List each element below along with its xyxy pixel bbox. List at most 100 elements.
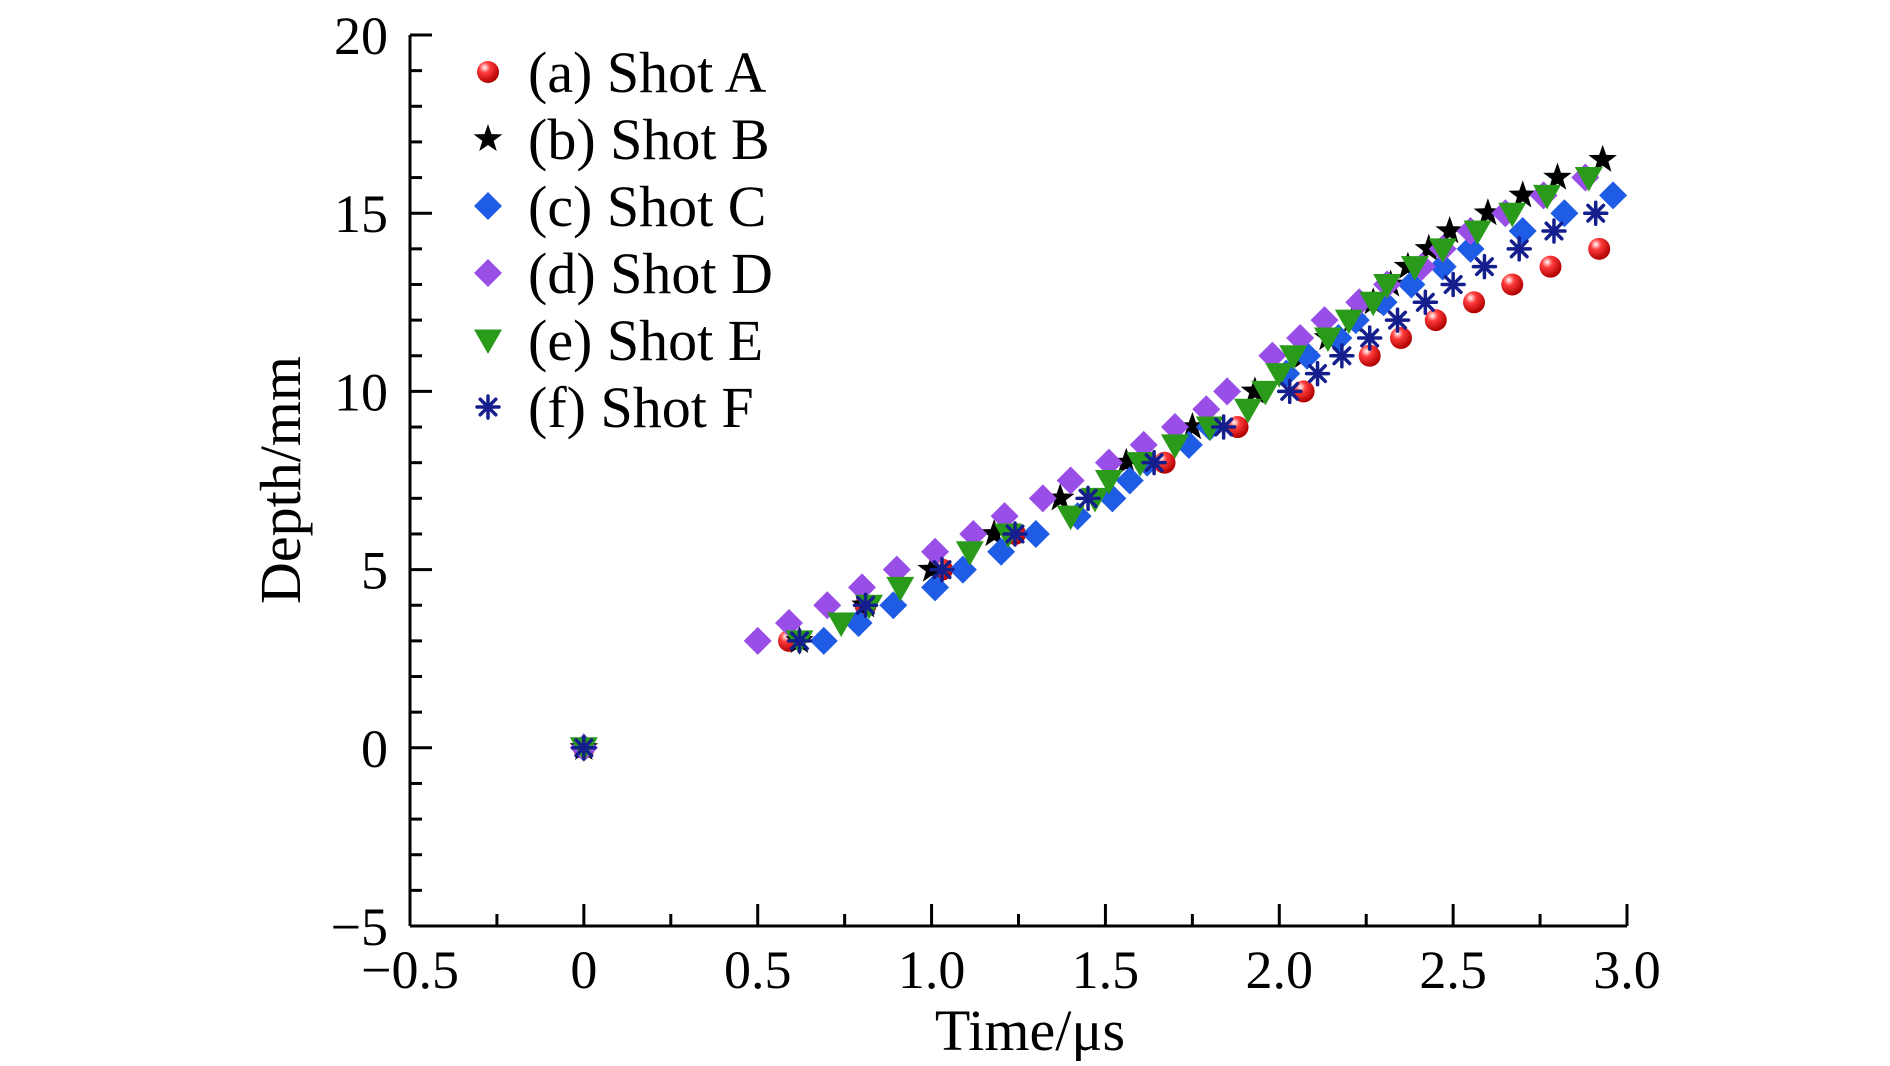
- legend-marker: [474, 259, 502, 287]
- data-point: [1292, 380, 1315, 403]
- data-point: [1533, 184, 1562, 210]
- data-point: [1112, 447, 1141, 475]
- data-point: [1002, 521, 1028, 547]
- data-point: [1075, 485, 1101, 512]
- legend-marker: [475, 394, 501, 420]
- data-point: [1251, 380, 1280, 406]
- legend-marker: [474, 329, 502, 354]
- data-point: [1471, 253, 1498, 280]
- data-point: [1582, 200, 1609, 226]
- data-point: [886, 576, 915, 602]
- data-point: [571, 735, 597, 761]
- data-point: [786, 628, 813, 654]
- data-point: [1329, 343, 1355, 369]
- x-tick-label: 2.0: [1246, 940, 1314, 1000]
- legend-entry: (c) Shot C: [474, 174, 766, 239]
- data-point: [848, 573, 877, 602]
- data-point: [743, 626, 772, 655]
- data-point: [1508, 180, 1537, 208]
- legend-entry: (e) Shot E: [474, 308, 763, 373]
- data-point: [1021, 519, 1050, 548]
- data-point: [1356, 325, 1383, 351]
- y-tick-label: 10: [334, 362, 388, 422]
- legend-label: (d) Shot D: [528, 241, 773, 306]
- data-point: [1428, 252, 1457, 281]
- data-point: [1424, 309, 1447, 332]
- data-point: [955, 541, 984, 566]
- legend-label: (e) Shot E: [528, 308, 763, 373]
- x-tick-label: 0: [570, 940, 597, 1000]
- y-tick-label: −5: [331, 897, 388, 957]
- legend-entry: (d) Shot D: [474, 241, 773, 306]
- legend-label: (b) Shot B: [528, 107, 770, 172]
- data-point: [827, 612, 856, 638]
- data-point: [1412, 289, 1439, 316]
- data-point: [1115, 466, 1144, 495]
- data-point: [882, 555, 911, 584]
- data-point: [852, 592, 879, 618]
- data-point: [1313, 327, 1342, 352]
- x-axis-label: Time/μs: [935, 998, 1125, 1061]
- legend-label: (a) Shot A: [528, 40, 767, 105]
- data-point: [1588, 237, 1611, 260]
- series-d: [569, 163, 1600, 762]
- data-point: [959, 519, 988, 548]
- data-point: [1541, 218, 1567, 244]
- data-point: [809, 626, 838, 655]
- data-point: [813, 591, 842, 620]
- data-point: [1508, 217, 1537, 246]
- x-tick-label: 3.0: [1593, 940, 1661, 1000]
- data-point: [1094, 448, 1123, 477]
- data-point: [1265, 363, 1294, 388]
- data-point: [1279, 345, 1308, 370]
- legend-marker: [473, 124, 503, 152]
- data-point: [1428, 238, 1457, 263]
- data-point: [1192, 395, 1221, 424]
- data-point: [1539, 255, 1562, 278]
- data-point: [1028, 484, 1057, 513]
- data-point: [1276, 378, 1303, 405]
- x-tick-label: −0.5: [361, 940, 459, 1000]
- data-point: [1160, 413, 1189, 442]
- data-point: [1440, 271, 1466, 298]
- data-point: [1473, 198, 1503, 226]
- data-point: [1213, 377, 1242, 406]
- data-point: [1588, 144, 1617, 172]
- data-point: [1599, 181, 1628, 210]
- data-point: [1056, 505, 1085, 531]
- legend-entry: (a) Shot A: [477, 40, 767, 105]
- legend: (a) Shot A(b) Shot B(c) Shot C(d) Shot D…: [473, 40, 773, 440]
- data-point: [1389, 326, 1412, 349]
- y-tick-label: 20: [334, 6, 388, 66]
- data-point: [1126, 452, 1155, 477]
- data-point: [1414, 233, 1444, 261]
- data-point: [990, 502, 1019, 531]
- y-tick-label: 5: [361, 541, 388, 601]
- x-tick-label: 1.5: [1072, 940, 1140, 1000]
- data-point: [1506, 236, 1532, 262]
- legend-label: (c) Shot C: [528, 174, 766, 239]
- data-point: [1358, 344, 1381, 367]
- x-tick-label: 2.5: [1419, 940, 1487, 1000]
- data-point: [1384, 307, 1411, 333]
- data-point: [1359, 291, 1388, 317]
- data-point: [1543, 162, 1572, 190]
- data-point: [1574, 167, 1603, 192]
- data-point: [1435, 216, 1464, 244]
- data-point: [1160, 434, 1189, 459]
- y-tick-label: 0: [361, 719, 388, 779]
- series-f: [571, 200, 1609, 761]
- data-point: [1463, 291, 1486, 314]
- data-point: [1226, 416, 1249, 439]
- data-point: [1501, 273, 1524, 296]
- data-point: [1210, 414, 1237, 440]
- data-point: [1400, 256, 1429, 281]
- data-point: [1397, 270, 1426, 299]
- data-point: [1141, 449, 1167, 476]
- data-point: [1046, 483, 1075, 511]
- data-point: [1310, 306, 1339, 335]
- data-point: [1304, 360, 1331, 387]
- data-point: [1094, 470, 1123, 495]
- data-point: [1334, 309, 1363, 335]
